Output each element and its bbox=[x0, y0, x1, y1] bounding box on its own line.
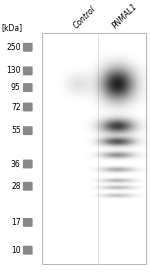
Text: PNMAL1: PNMAL1 bbox=[111, 2, 139, 31]
Text: 17: 17 bbox=[11, 218, 21, 227]
Text: 250: 250 bbox=[6, 43, 21, 52]
Text: 95: 95 bbox=[11, 83, 21, 92]
Text: 36: 36 bbox=[11, 160, 21, 168]
Text: 28: 28 bbox=[11, 182, 21, 191]
FancyBboxPatch shape bbox=[23, 66, 33, 75]
Text: 55: 55 bbox=[11, 126, 21, 135]
FancyBboxPatch shape bbox=[23, 43, 33, 52]
FancyBboxPatch shape bbox=[23, 160, 33, 168]
FancyBboxPatch shape bbox=[23, 83, 33, 92]
FancyBboxPatch shape bbox=[23, 246, 33, 255]
Text: 10: 10 bbox=[11, 246, 21, 255]
FancyBboxPatch shape bbox=[23, 218, 33, 227]
FancyBboxPatch shape bbox=[23, 182, 33, 191]
FancyBboxPatch shape bbox=[23, 126, 33, 135]
Text: [kDa]: [kDa] bbox=[2, 23, 23, 32]
Text: 130: 130 bbox=[6, 66, 21, 75]
Text: Control: Control bbox=[72, 5, 98, 31]
FancyBboxPatch shape bbox=[23, 103, 33, 111]
FancyBboxPatch shape bbox=[42, 33, 146, 264]
Text: 72: 72 bbox=[11, 103, 21, 111]
